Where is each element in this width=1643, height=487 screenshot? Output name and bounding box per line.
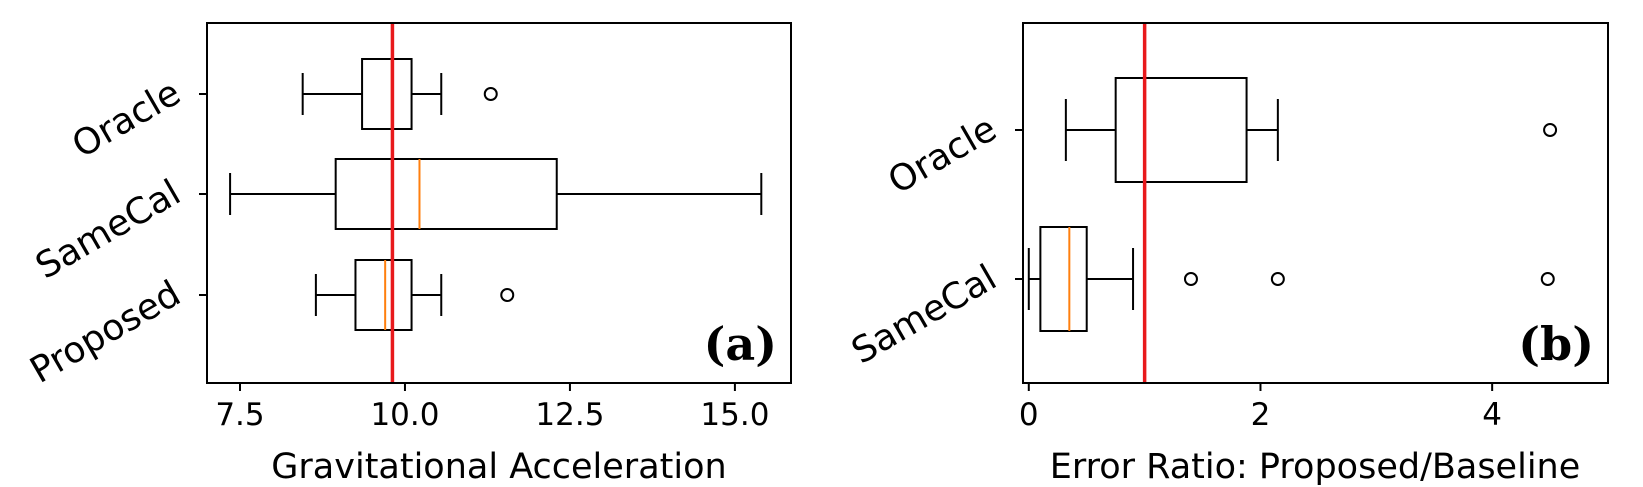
x-tick-label-a-2: 12.5 <box>535 397 604 433</box>
category-label-a-samecal: SameCal <box>29 172 187 287</box>
category-label-b-samecal: SameCal <box>845 257 1003 372</box>
panel-b-label: (b) <box>1518 317 1594 371</box>
x-tick-label-b-1: 2 <box>1251 397 1271 433</box>
category-label-a-proposed: Proposed <box>23 273 187 391</box>
panel-b-boxes <box>1027 23 1558 383</box>
box-b-oracle <box>1114 77 1248 183</box>
panel-a-plot-frame <box>206 22 792 384</box>
panel-b-boxplot: 0 2 4 Oracle SameCal (b) Error Ratio: Propos… <box>845 22 1609 487</box>
panel-b-ticks: 0 2 4 Oracle SameCal <box>845 108 1502 433</box>
x-tick-label-b-2: 4 <box>1482 397 1502 433</box>
flier-a-proposed-0 <box>500 288 515 302</box>
flier-b-samecal-2 <box>1540 272 1555 286</box>
panel-a-label: (a) <box>704 317 777 371</box>
flier-b-samecal-1 <box>1270 272 1285 286</box>
box-a-proposed <box>354 259 413 331</box>
box-b-samecal <box>1039 226 1088 332</box>
panel-b-x-axis-label: Error Ratio: Proposed/Baseline <box>1050 447 1581 487</box>
panel-b-plot-frame <box>1022 22 1609 384</box>
flier-b-samecal-0 <box>1183 272 1198 286</box>
x-tick-label-b-0: 0 <box>1019 397 1039 433</box>
box-a-oracle <box>361 58 413 130</box>
category-label-b-oracle: Oracle <box>882 108 1004 202</box>
x-tick-label-a-1: 10.0 <box>370 397 439 433</box>
category-label-a-oracle: Oracle <box>66 72 188 166</box>
flier-a-oracle-0 <box>483 87 498 101</box>
flier-b-oracle-0 <box>1543 123 1558 137</box>
panel-a-x-axis-label: Gravitational Acceleration <box>271 447 726 487</box>
x-tick-label-a-3: 15.0 <box>700 397 769 433</box>
box-a-samecal <box>334 158 558 230</box>
x-tick-label-a-0: 7.5 <box>215 397 264 433</box>
panel-a-boxes <box>229 23 763 383</box>
